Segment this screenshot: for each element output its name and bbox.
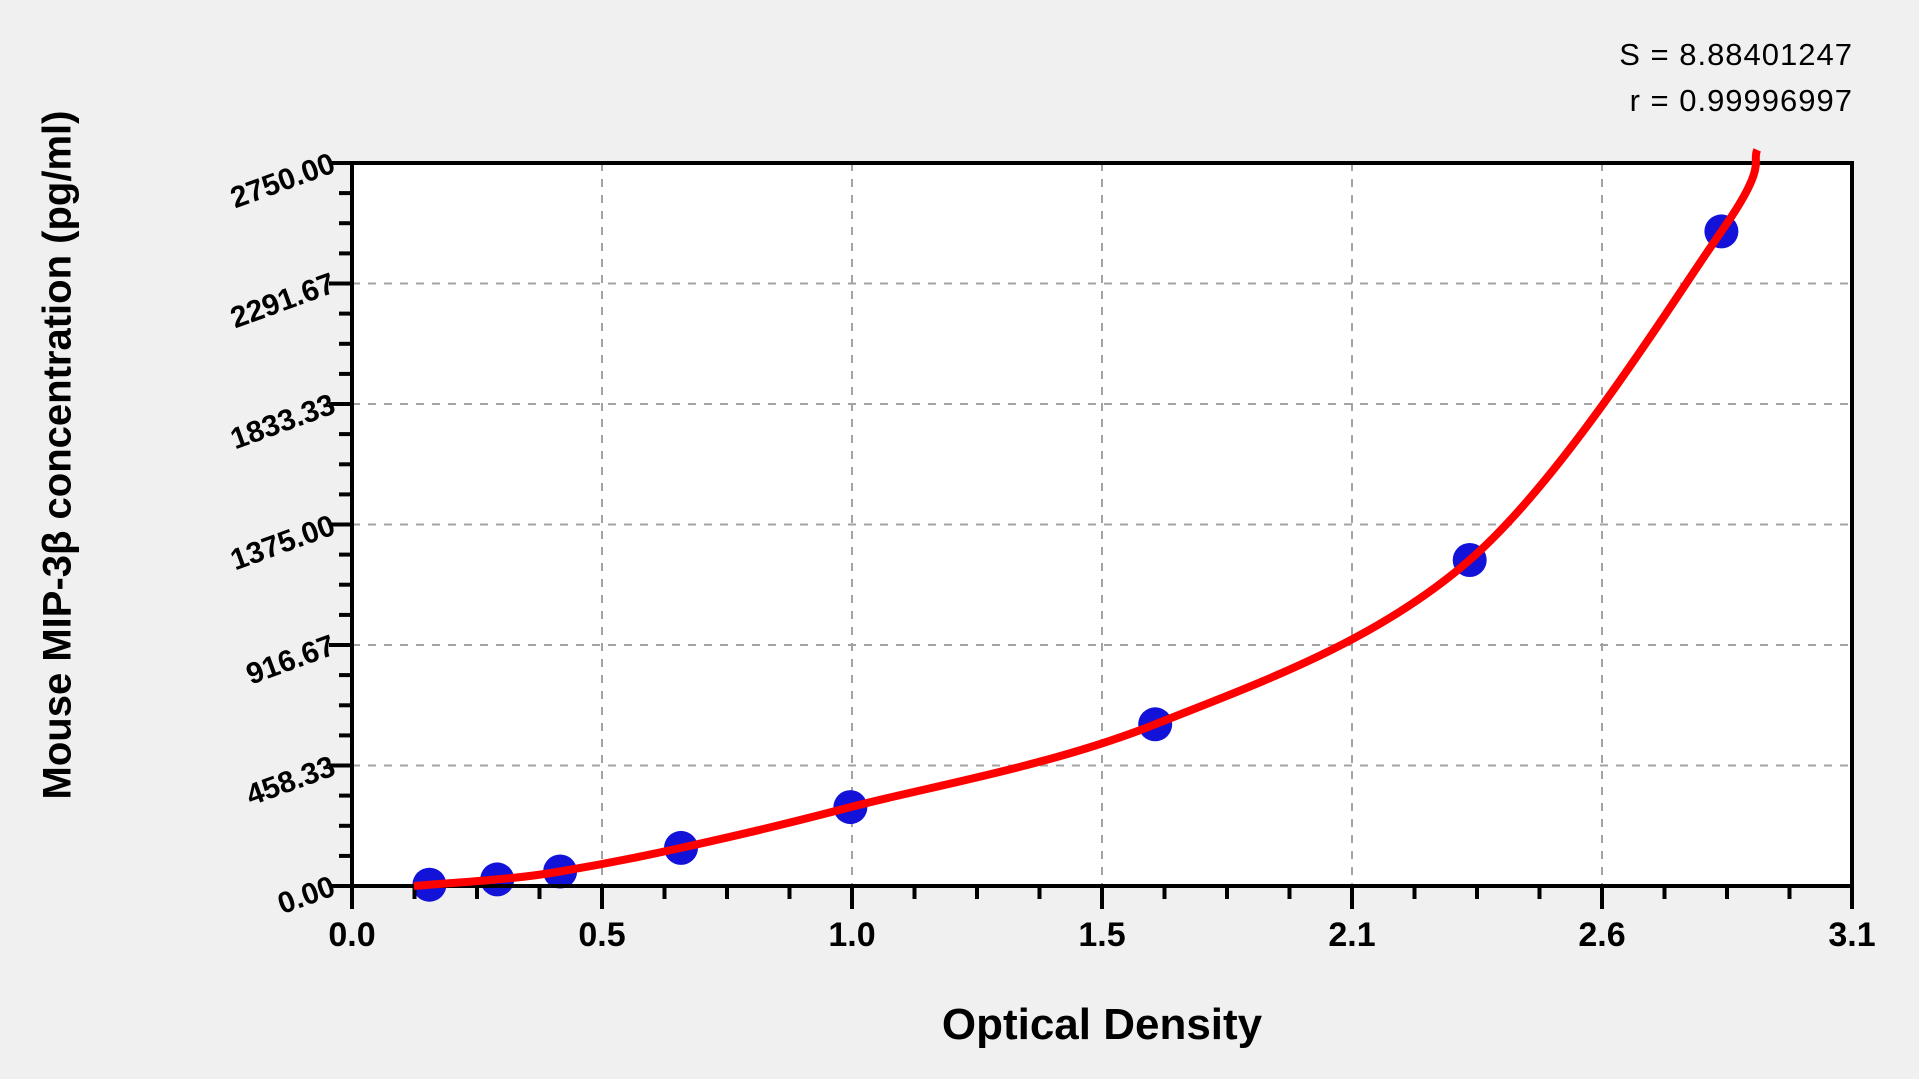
- standard-curve: [413, 148, 1761, 890]
- x-axis-title: Optical Density: [941, 1000, 1263, 1049]
- x-tick-label: 2.6: [1578, 916, 1626, 954]
- x-tick-label: 2.1: [1328, 916, 1376, 954]
- x-tick-label: 3.1: [1828, 916, 1876, 954]
- fit-statistics: S = 8.88401247 r = 0.99996997: [1619, 32, 1853, 124]
- fit-slope-value: S = 8.88401247: [1619, 37, 1853, 72]
- x-tick-label: 0.5: [578, 916, 626, 954]
- fit-correlation-value: r = 0.99996997: [1629, 83, 1853, 118]
- x-tick-label: 0.0: [328, 916, 376, 954]
- y-axis-title: Mouse MIP-3β concentration (pg/ml): [35, 110, 80, 800]
- x-tick-label: 1.5: [1078, 916, 1126, 954]
- x-tick-label: 1.0: [828, 916, 876, 954]
